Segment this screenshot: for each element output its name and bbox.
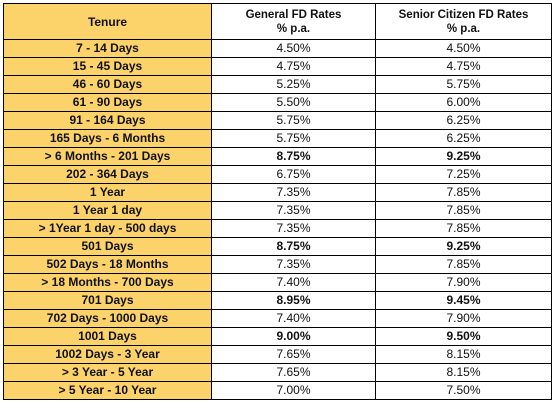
general-rate-cell: 7.35% <box>211 201 376 220</box>
table-row: > 5 Year - 10 Year 7.00% 7.50% <box>3 381 552 400</box>
general-rate-cell: 4.75% <box>211 57 376 76</box>
general-rate-cell: 5.75% <box>211 129 376 148</box>
table-row: 502 Days - 18 Months 7.35% 7.85% <box>3 255 552 274</box>
senior-rate-cell: 7.25% <box>375 165 552 184</box>
tenure-cell: > 5 Year - 10 Year <box>3 381 212 400</box>
table-row: > 18 Months - 700 Days 7.40% 7.90% <box>3 273 552 292</box>
tenure-cell: > 6 Months - 201 Days <box>3 147 212 166</box>
tenure-cell: 1 Year <box>3 183 212 202</box>
general-rate-cell: 5.25% <box>211 75 376 94</box>
senior-rate-cell: 6.00% <box>375 93 552 112</box>
senior-rate-cell: 7.85% <box>375 201 552 220</box>
senior-rate-cell: 7.85% <box>375 255 552 274</box>
table-row: 1 Year 7.35% 7.85% <box>3 183 552 202</box>
senior-rate-cell: 9.45% <box>375 291 552 310</box>
header-senior-unit: % p.a. <box>446 22 481 35</box>
tenure-cell: 165 Days - 6 Months <box>3 129 212 148</box>
senior-rate-cell: 8.15% <box>375 363 552 382</box>
general-rate-cell: 8.75% <box>211 147 376 166</box>
tenure-cell: 1001 Days <box>3 327 212 346</box>
senior-rate-cell: 7.85% <box>375 183 552 202</box>
table-row: 7 - 14 Days 4.50% 4.50% <box>3 39 552 58</box>
tenure-cell: 501 Days <box>3 237 212 256</box>
table-row: 46 - 60 Days 5.25% 5.75% <box>3 75 552 94</box>
tenure-cell: 91 - 164 Days <box>3 111 212 130</box>
header-general-unit: % p.a. <box>276 22 311 35</box>
senior-rate-cell: 5.75% <box>375 75 552 94</box>
general-rate-cell: 7.35% <box>211 255 376 274</box>
general-rate-cell: 6.75% <box>211 165 376 184</box>
table-row: 1002 Days - 3 Year 7.65% 8.15% <box>3 345 552 364</box>
fd-rates-table-container: Tenure General FD Rates % p.a. Senior Ci… <box>3 3 552 400</box>
table-row: 701 Days 8.95% 9.45% <box>3 291 552 310</box>
tenure-cell: 1 Year 1 day <box>3 201 212 220</box>
senior-rate-cell: 4.50% <box>375 39 552 58</box>
header-senior-fd-rates: Senior Citizen FD Rates % p.a. <box>375 3 552 40</box>
tenure-cell: 502 Days - 18 Months <box>3 255 212 274</box>
table-row: 702 Days - 1000 Days 7.40% 7.90% <box>3 309 552 328</box>
tenure-cell: > 18 Months - 700 Days <box>3 273 212 292</box>
general-rate-cell: 9.00% <box>211 327 376 346</box>
table-row: > 1Year 1 day - 500 days 7.35% 7.85% <box>3 219 552 238</box>
table-row: 501 Days 8.75% 9.25% <box>3 237 552 256</box>
tenure-cell: 702 Days - 1000 Days <box>3 309 212 328</box>
fd-rates-table: Tenure General FD Rates % p.a. Senior Ci… <box>3 3 552 400</box>
senior-rate-cell: 7.50% <box>375 381 552 400</box>
table-row: 1 Year 1 day 7.35% 7.85% <box>3 201 552 220</box>
general-rate-cell: 7.40% <box>211 273 376 292</box>
table-row: 1001 Days 9.00% 9.50% <box>3 327 552 346</box>
general-rate-cell: 4.50% <box>211 39 376 58</box>
senior-rate-cell: 7.90% <box>375 273 552 292</box>
senior-rate-cell: 8.15% <box>375 345 552 364</box>
table-row: > 6 Months - 201 Days 8.75% 9.25% <box>3 147 552 166</box>
table-row: 202 - 364 Days 6.75% 7.25% <box>3 165 552 184</box>
header-row: Tenure General FD Rates % p.a. Senior Ci… <box>3 3 552 40</box>
senior-rate-cell: 7.90% <box>375 309 552 328</box>
general-rate-cell: 8.95% <box>211 291 376 310</box>
table-row: 91 - 164 Days 5.75% 6.25% <box>3 111 552 130</box>
general-rate-cell: 7.35% <box>211 183 376 202</box>
general-rate-cell: 7.65% <box>211 363 376 382</box>
senior-rate-cell: 6.25% <box>375 111 552 130</box>
header-tenure: Tenure <box>3 3 212 40</box>
tenure-cell: 61 - 90 Days <box>3 93 212 112</box>
senior-rate-cell: 9.25% <box>375 147 552 166</box>
general-rate-cell: 5.75% <box>211 111 376 130</box>
senior-rate-cell: 9.50% <box>375 327 552 346</box>
tenure-cell: 1002 Days - 3 Year <box>3 345 212 364</box>
general-rate-cell: 5.50% <box>211 93 376 112</box>
table-body: 7 - 14 Days 4.50% 4.50% 15 - 45 Days 4.75% 4.… <box>3 39 552 400</box>
table-row: 61 - 90 Days 5.50% 6.00% <box>3 93 552 112</box>
tenure-cell: > 3 Year - 5 Year <box>3 363 212 382</box>
table-header: Tenure General FD Rates % p.a. Senior Ci… <box>3 3 552 40</box>
general-rate-cell: 7.65% <box>211 345 376 364</box>
senior-rate-cell: 4.75% <box>375 57 552 76</box>
general-rate-cell: 7.00% <box>211 381 376 400</box>
senior-rate-cell: 6.25% <box>375 129 552 148</box>
header-general-label: General FD Rates <box>245 8 342 21</box>
general-rate-cell: 8.75% <box>211 237 376 256</box>
tenure-cell: 701 Days <box>3 291 212 310</box>
senior-rate-cell: 7.85% <box>375 219 552 238</box>
header-general-fd-rates: General FD Rates % p.a. <box>211 3 376 40</box>
table-row: 165 Days - 6 Months 5.75% 6.25% <box>3 129 552 148</box>
table-row: 15 - 45 Days 4.75% 4.75% <box>3 57 552 76</box>
senior-rate-cell: 9.25% <box>375 237 552 256</box>
tenure-cell: 7 - 14 Days <box>3 39 212 58</box>
tenure-cell: > 1Year 1 day - 500 days <box>3 219 212 238</box>
table-row: > 3 Year - 5 Year 7.65% 8.15% <box>3 363 552 382</box>
general-rate-cell: 7.40% <box>211 309 376 328</box>
general-rate-cell: 7.35% <box>211 219 376 238</box>
tenure-cell: 15 - 45 Days <box>3 57 212 76</box>
header-senior-label: Senior Citizen FD Rates <box>398 8 529 21</box>
tenure-cell: 202 - 364 Days <box>3 165 212 184</box>
tenure-cell: 46 - 60 Days <box>3 75 212 94</box>
